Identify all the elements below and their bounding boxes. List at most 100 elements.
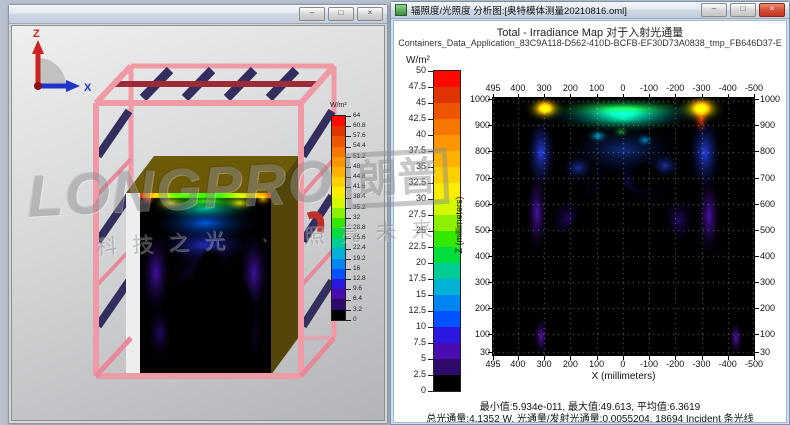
axis-tick-label: -100 xyxy=(640,83,659,93)
colorbar-tick-label: 40 xyxy=(415,129,426,140)
tick-mark xyxy=(493,356,494,360)
tick-mark xyxy=(488,229,492,231)
axis-tick-label: 200 xyxy=(474,303,490,314)
colorbar-tick-label: 2.5 xyxy=(413,369,426,380)
axis-tick-label: 900 xyxy=(474,120,490,131)
colorbar-segment xyxy=(434,151,460,167)
tick-mark xyxy=(488,352,492,354)
axis-tick-label: 200 xyxy=(760,303,776,314)
tick-mark xyxy=(428,183,433,184)
colorbar-tick-label: 17.5 xyxy=(408,273,426,284)
axis-tick-label: 100 xyxy=(589,83,605,93)
colorbar-tick-label: 25.6 xyxy=(353,234,366,242)
model-colorbar: W/m² 64 60.8 57.6 54.4 51.2 48 44.8 41.6 38.4 35.… xyxy=(328,102,386,342)
stats-line-1: 最小值:5.934e-011, 最大值:49.613, 平均值:6.3619 xyxy=(479,402,701,413)
tick-mark xyxy=(596,356,598,360)
model-window-titlebar[interactable]: – □ × xyxy=(9,5,387,24)
tick-mark xyxy=(346,289,351,291)
analysis-window-titlebar[interactable]: 辐照度/光照度 分析图:[奥特模体测量20210816.oml] – □ × xyxy=(391,2,789,19)
model-viewport-3d[interactable]: W/m² 64 60.8 57.6 54.4 51.2 48 44.8 41.6 38.4 35.… xyxy=(11,25,385,421)
model-colorbar-unit: W/m² xyxy=(330,102,347,109)
colorbar-segment xyxy=(434,87,460,103)
tick-mark xyxy=(346,187,351,189)
colorbar-segment xyxy=(332,248,345,259)
stats-line-2: 总光通量:4.1352 W, 光通量/发射光通量:0.0055204, 1869… xyxy=(426,414,754,423)
colorbar-tick-label: 32.5 xyxy=(408,177,426,188)
tick-mark xyxy=(622,356,624,360)
colorbar-tick-label: 42.5 xyxy=(408,113,426,124)
tick-mark xyxy=(701,356,703,360)
colorbar-segment xyxy=(434,247,460,263)
colorbar-tick-label: 19.2 xyxy=(353,254,366,262)
axis-triad: Z X xyxy=(32,28,92,94)
irradiance-map-canvas[interactable] xyxy=(492,97,755,356)
tick-mark xyxy=(346,126,351,128)
tick-mark xyxy=(346,207,351,209)
tick-mark xyxy=(346,116,351,117)
tick-mark xyxy=(346,320,351,321)
box-right-face xyxy=(271,156,299,375)
axis-tick-label: 300 xyxy=(536,83,552,93)
rack-frame-front xyxy=(93,103,336,379)
tick-mark xyxy=(754,94,755,98)
tick-mark xyxy=(517,356,519,360)
tick-mark xyxy=(649,356,651,360)
axis-tick-label: -300 xyxy=(692,359,711,369)
colorbar-tick-label: 25 xyxy=(415,225,426,236)
colorbar-tick-label: 20 xyxy=(415,257,426,268)
tick-mark xyxy=(428,391,433,392)
colorbar-segment xyxy=(434,167,460,183)
restore-icon[interactable]: □ xyxy=(328,7,354,21)
colorbar-segment xyxy=(434,135,460,151)
axis-tick-label: 800 xyxy=(760,146,776,157)
model-window: – □ × xyxy=(8,4,388,424)
colorbar-tick-label: 41.6 xyxy=(353,183,366,191)
axis-tick-label: -500 xyxy=(744,83,763,93)
x-axis-title: X (millimeters) xyxy=(591,371,656,382)
tick-mark xyxy=(488,203,492,205)
colorbar-tick-label: 32 xyxy=(353,213,361,221)
red-pipe-elbow xyxy=(306,211,325,233)
map-colorbar: W/m² 50 47.5 45 42.5 40 37.5 35 32.5 30 27.5 25 22.… xyxy=(396,55,494,411)
close-icon[interactable]: × xyxy=(759,3,785,17)
colorbar-tick-label: 60.8 xyxy=(353,121,366,129)
colorbar-segment xyxy=(434,359,460,375)
tick-mark xyxy=(346,218,351,219)
analysis-window: 辐照度/光照度 分析图:[奥特模体测量20210816.oml] – □ × T… xyxy=(390,1,790,425)
colorbar-segment xyxy=(434,103,460,119)
minimize-icon[interactable]: – xyxy=(701,3,727,17)
colorbar-segment xyxy=(434,231,460,247)
colorbar-segment xyxy=(332,258,345,269)
colorbar-tick-label: 3.2 xyxy=(353,305,363,313)
colorbar-tick-label: 16 xyxy=(353,264,361,272)
tick-mark xyxy=(755,334,759,336)
box-front-irradiance-face xyxy=(140,193,271,380)
x-axis-label: X xyxy=(84,82,92,94)
colorbar-segment xyxy=(332,146,345,157)
colorbar-segment xyxy=(332,126,345,137)
restore-icon[interactable]: □ xyxy=(730,3,756,17)
colorbar-segment xyxy=(332,136,345,147)
tick-mark xyxy=(701,94,703,98)
tick-mark xyxy=(488,255,492,257)
tick-mark xyxy=(622,94,624,98)
analysis-window-title: 辐照度/光照度 分析图:[奥特模体测量20210816.oml] xyxy=(411,6,627,17)
tick-mark xyxy=(346,258,351,260)
axis-tick-label: 700 xyxy=(474,172,490,183)
axis-tick-label: 600 xyxy=(760,198,776,209)
minimize-icon[interactable]: – xyxy=(299,7,325,21)
chart-subtitle: Containers_Data_Application_83C9A118-D56… xyxy=(398,38,782,48)
colorbar-segment xyxy=(434,295,460,311)
irradiance-face-canvas[interactable] xyxy=(140,193,271,375)
tick-mark xyxy=(755,151,759,153)
axis-tick-label: -200 xyxy=(666,359,685,369)
colorbar-tick-label: 0 xyxy=(420,385,426,396)
analysis-app-icon xyxy=(395,4,407,16)
axis-tick-label: 0 xyxy=(620,83,626,93)
axis-tick-label: 300 xyxy=(760,276,776,287)
z-axis-label: Z xyxy=(33,28,40,40)
axis-tick-label: -500 xyxy=(744,359,763,369)
close-icon[interactable]: × xyxy=(357,7,383,21)
colorbar-tick-label: 10 xyxy=(415,321,426,332)
colorbar-segment xyxy=(434,343,460,359)
